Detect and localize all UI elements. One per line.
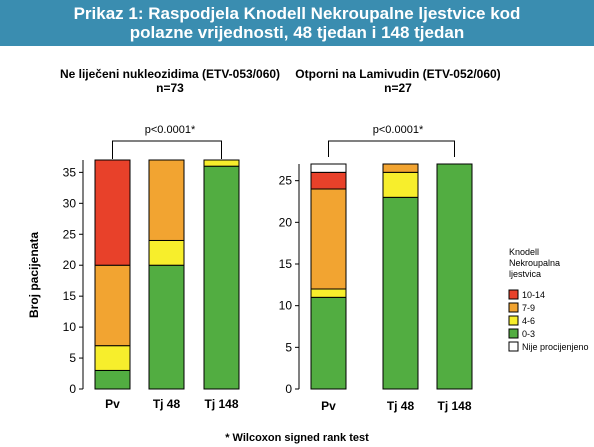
chart1-y-tick-label: 5 — [69, 351, 76, 365]
chart1-category-label: Pv — [105, 397, 120, 411]
chart2-bar-2-segment-0-3 — [382, 196, 419, 390]
chart1-y-tick-label: 30 — [63, 196, 77, 210]
chart2-significance-label: p<0.0001* — [373, 124, 424, 136]
chart2-bar-1-segment-7-9 — [310, 188, 347, 290]
chart2-title-line1: Otporni na Lamivudin (ETV-052/060) — [295, 67, 500, 81]
chart1-title-line1: Ne liječeni nukleozidima (ETV-053/060) — [60, 67, 280, 81]
legend-swatch-0-3 — [508, 328, 519, 339]
chart2-bar-1-segment-0-3 — [310, 296, 347, 390]
chart2-y-tick-label: 15 — [279, 257, 293, 271]
legend-swatch-7-9 — [508, 302, 519, 313]
legend-label-0-3: 0-3 — [522, 329, 535, 339]
chart1-bar-2-segment-7-9 — [148, 159, 185, 241]
chart2-y-tick-label: 10 — [279, 299, 293, 313]
legend-label-10-14: 10-14 — [522, 290, 545, 300]
chart1-y-tick-label: 35 — [63, 165, 77, 179]
chart1-y-tick-label: 25 — [63, 227, 77, 241]
legend-label-7-9: 7-9 — [522, 303, 535, 313]
legend-title-line3: ljestvica — [509, 269, 541, 279]
chart1-category-label: Tj 148 — [204, 397, 238, 411]
chart1-significance-label: p<0.0001* — [145, 124, 196, 136]
chart2-y-tick-label: 20 — [279, 215, 293, 229]
chart2-significance-bracket — [328, 140, 455, 157]
chart2-title-line2: n=27 — [384, 81, 412, 95]
chart2-y-tick-label: 0 — [285, 382, 292, 396]
chart1-bar-3-segment-0-3 — [203, 165, 240, 390]
chart2-bar-1-segment-10-14 — [310, 171, 347, 190]
chart1-bar-1-segment-7-9 — [94, 264, 131, 347]
chart1-y-tick-label: 15 — [63, 289, 77, 303]
chart1-y-tick-label: 20 — [63, 258, 77, 272]
header-title-line1: Prikaz 1: Raspodjela Knodell Nekroupalne… — [73, 4, 521, 23]
chart1-bar-1-segment-0-3 — [94, 369, 131, 390]
chart1-bar-2-segment-0-3 — [148, 264, 185, 390]
footnote: * Wilcoxon signed rank test — [225, 432, 369, 444]
legend-swatch-10-14 — [508, 289, 519, 300]
header-banner: Prikaz 1: Raspodjela Knodell Nekroupalne… — [0, 0, 594, 46]
legend-title-line1: Knodell — [509, 247, 539, 257]
chart1-category-label: Tj 48 — [153, 397, 181, 411]
chart1-bar-3-segment-4-6 — [203, 159, 240, 167]
chart2-category-label: Tj 148 — [437, 399, 471, 413]
chart1-title-line2: n=73 — [156, 81, 184, 95]
header-title-line2: polazne vrijednosti, 48 tjedan i 148 tje… — [129, 23, 465, 42]
chart2-bar-1-segment-nije — [310, 163, 347, 173]
chart2-bar-2-segment-4-6 — [382, 171, 419, 198]
legend-label-4-6: 4-6 — [522, 316, 535, 326]
chart1-bar-1-segment-10-14 — [94, 159, 131, 266]
chart2-bar-1-segment-4-6 — [310, 288, 347, 298]
chart1-y-tick-label: 10 — [63, 320, 77, 334]
chart1-bar-2-segment-4-6 — [148, 239, 185, 266]
chart1-y-tick-label: 0 — [69, 382, 76, 396]
chart2-category-label: Tj 48 — [387, 399, 415, 413]
chart1-significance-bracket — [112, 140, 222, 159]
chart2-y-tick-label: 25 — [279, 174, 293, 188]
y-axis-label: Broj pacijenata — [27, 232, 41, 318]
legend-swatch-nije — [508, 341, 519, 352]
chart2-bar-3-segment-0-3 — [436, 163, 473, 390]
chart2-y-tick-label: 5 — [285, 340, 292, 354]
legend-title-line2: Nekroupalna — [509, 258, 560, 268]
legend-swatch-4-6 — [508, 315, 519, 326]
chart2-bar-2-segment-7-9 — [382, 163, 419, 173]
chart-marks: 0 5 10 15 20 25 30 35 Pv Tj 48 Tj 148 0 5 10 15 20 25 Pv T… — [63, 140, 589, 413]
chart2-category-label: Pv — [321, 399, 336, 413]
chart1-bar-1-segment-4-6 — [94, 345, 131, 371]
legend-label-nije: Nije procijenjeno — [522, 342, 589, 352]
